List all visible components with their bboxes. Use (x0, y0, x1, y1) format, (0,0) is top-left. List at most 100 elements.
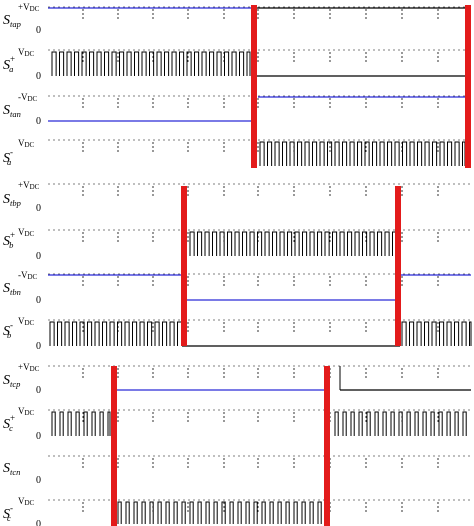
zero-label-0: 0 (36, 25, 41, 36)
zero-label-1: 0 (36, 71, 41, 82)
level-subscript: DC (30, 183, 40, 191)
level-label-8: +VDC (18, 362, 40, 373)
pulse-train (334, 411, 467, 436)
signal-label-8: Stcp (3, 373, 20, 389)
signal-base: S (3, 13, 10, 28)
level-label-7: VDC (18, 316, 35, 327)
level-label-2: -VDC (18, 92, 38, 103)
level-text: -V (18, 92, 28, 102)
level-label-5: VDC (18, 227, 35, 238)
zero-label-8: 0 (36, 385, 41, 396)
level-text: -V (18, 270, 28, 280)
level-subscript: DC (25, 141, 35, 149)
transition-marker-3 (395, 186, 401, 346)
signal-label-10: Stcn (3, 461, 20, 477)
signal-label-1: S+ a (3, 54, 15, 74)
signal-label-4: Stbp (3, 192, 21, 208)
transition-marker-4 (111, 366, 117, 526)
level-subscript: DC (25, 230, 35, 238)
level-subscript: DC (28, 273, 38, 281)
level-subscript: DC (28, 95, 38, 103)
level-label-11: VDC (18, 496, 35, 507)
signal-sign: - (10, 320, 13, 330)
signal-subscript: c (9, 423, 13, 433)
signal-subscript: tan (10, 109, 21, 119)
signal-base: S (3, 417, 10, 432)
level-text: +V (18, 2, 30, 12)
signal-traces (48, 7, 472, 524)
pulse-train (259, 141, 466, 166)
signal-subscript: c (7, 513, 11, 523)
signal-base: S (3, 507, 10, 522)
signal-base: S (3, 151, 10, 166)
level-subscript: DC (25, 319, 35, 327)
transition-markers (111, 5, 471, 526)
transition-marker-5 (324, 366, 330, 526)
level-text: V (18, 138, 25, 148)
level-subscript: DC (25, 50, 35, 58)
signal-label-3: S-a (3, 147, 13, 167)
transition-marker-1 (465, 5, 471, 168)
signal-label-11: S-c (3, 503, 13, 523)
level-text: +V (18, 362, 30, 372)
zero-label-10: 0 (36, 475, 41, 486)
level-label-1: VDC (18, 47, 35, 58)
transition-marker-0 (251, 5, 257, 168)
signal-base: S (3, 103, 10, 118)
zero-label-6: 0 (36, 295, 41, 306)
signal-subscript: tbp (10, 198, 21, 208)
signal-sign: + (10, 54, 15, 64)
level-text: V (18, 227, 25, 237)
zero-label-9: 0 (36, 431, 41, 442)
signal-base: S (3, 461, 10, 476)
level-label-4: +VDC (18, 180, 40, 191)
level-text: V (18, 406, 25, 416)
zero-label-2: 0 (36, 116, 41, 127)
signal-label-2: Stan (3, 103, 21, 119)
signal-label-6: Stbn (3, 281, 21, 297)
level-subscript: DC (25, 409, 35, 417)
signal-sign: + (10, 230, 15, 240)
signal-subscript: a (9, 64, 13, 74)
signal-base: S (3, 58, 10, 73)
signal-base: S (3, 324, 10, 339)
level-subscript: DC (25, 499, 35, 507)
zero-label-4: 0 (36, 203, 41, 214)
pulse-train (51, 411, 111, 436)
signal-subscript: b (7, 330, 11, 340)
signal-base: S (3, 281, 10, 296)
level-label-3: VDC (18, 138, 35, 149)
signal-sign: - (10, 503, 13, 513)
pulse-train (117, 501, 330, 524)
zero-label-5: 0 (36, 251, 41, 262)
zero-label-11: 0 (36, 519, 41, 526)
signal-label-7: S-b (3, 320, 13, 340)
signal-label-5: S+ b (3, 230, 15, 250)
level-subscript: DC (30, 365, 40, 373)
signal-base: S (3, 373, 10, 388)
signal-label-9: S+ c (3, 413, 15, 433)
dotted-grid (48, 6, 471, 514)
zero-label-7: 0 (36, 341, 41, 352)
signal-subscript: b (9, 240, 13, 250)
transition-marker-2 (181, 186, 187, 346)
level-text: +V (18, 180, 30, 190)
signal-sign: + (10, 413, 15, 423)
pulse-train (189, 231, 398, 256)
signal-subscript: tcn (10, 467, 20, 477)
signal-base: S (3, 192, 10, 207)
level-label-9: VDC (18, 406, 35, 417)
signal-subscript: a (7, 157, 11, 167)
pulse-train (51, 51, 251, 76)
level-text: V (18, 496, 25, 506)
signal-base: S (3, 234, 10, 249)
level-subscript: DC (30, 5, 40, 13)
pulse-train (49, 321, 183, 346)
level-text: V (18, 47, 25, 57)
level-label-6: -VDC (18, 270, 38, 281)
level-label-0: +VDC (18, 2, 40, 13)
signal-label-0: Stap (3, 13, 21, 29)
signal-subscript: tap (10, 19, 21, 29)
